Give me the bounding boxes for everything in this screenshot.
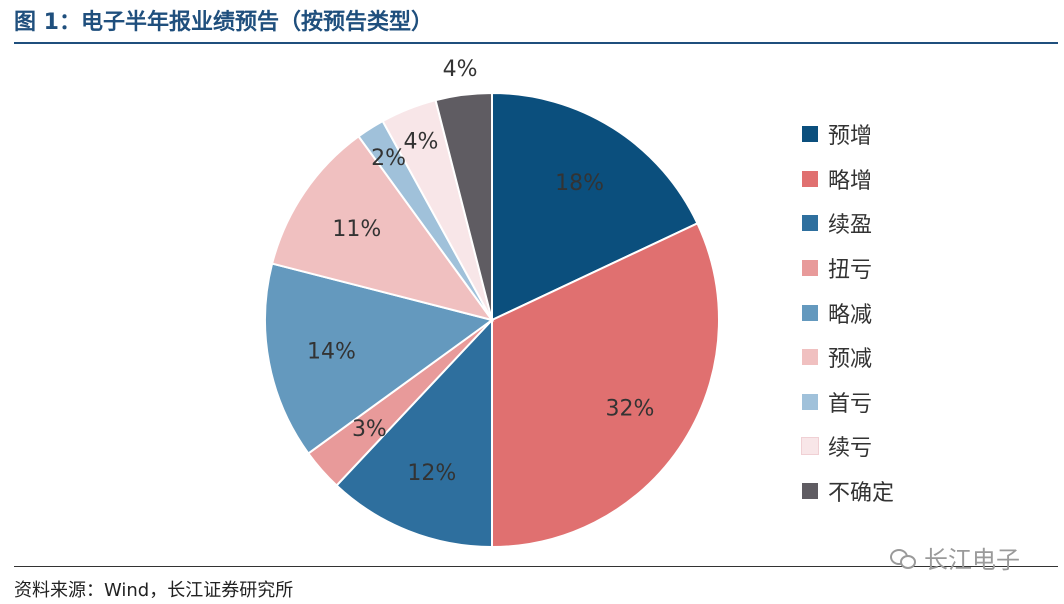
legend-label-0: 预增 xyxy=(828,124,873,150)
pie-label-2: 12% xyxy=(407,461,456,486)
legend-swatch-2 xyxy=(802,215,818,232)
legend-swatch-8 xyxy=(802,483,818,500)
legend: 预增略增续盈扭亏略减预减首亏续亏不确定 xyxy=(801,112,894,514)
legend-label-1: 略增 xyxy=(828,168,873,194)
pie-slice-5 xyxy=(270,134,495,322)
legend-swatch-0 xyxy=(802,126,818,143)
page-title: 图 1：电子半年报业绩预告（按预告类型） xyxy=(14,10,433,35)
pie-label-7: 4% xyxy=(404,130,439,155)
legend-item-7: 续亏 xyxy=(801,424,894,469)
pie-label-6: 2% xyxy=(371,146,406,171)
bottom-rule xyxy=(14,566,1058,567)
watermark-text: 长江电子 xyxy=(924,546,1020,574)
legend-item-5: 预减 xyxy=(802,335,894,380)
legend-swatch-3 xyxy=(802,260,818,277)
legend-label-6: 首亏 xyxy=(828,391,873,417)
pie-label-8: 4% xyxy=(443,57,478,82)
legend-item-1: 略增 xyxy=(802,157,894,202)
legend-swatch-6 xyxy=(802,393,818,410)
source-note: 资料来源：Wind，长江证券研究所 xyxy=(14,580,294,601)
pie-label-4: 14% xyxy=(307,340,356,365)
pie-slice-1 xyxy=(491,222,720,549)
pie-label-5: 11% xyxy=(332,217,381,242)
legend-swatch-7 xyxy=(801,437,819,456)
legend-label-5: 预减 xyxy=(828,347,873,373)
legend-label-4: 略减 xyxy=(828,302,873,328)
pie-label-3: 3% xyxy=(352,417,387,442)
pie-slice-4 xyxy=(264,262,495,455)
watermark: 长江电子 xyxy=(890,540,1020,575)
legend-item-3: 扭亏 xyxy=(802,246,894,291)
pie-slice-2 xyxy=(335,317,493,549)
pie-label-0: 18% xyxy=(555,171,604,196)
pie-slice-0 xyxy=(491,91,699,322)
legend-item-8: 不确定 xyxy=(802,469,894,514)
legend-item-2: 续盈 xyxy=(802,201,894,246)
legend-swatch-5 xyxy=(802,349,818,366)
legend-swatch-4 xyxy=(802,304,818,321)
wechat-icon xyxy=(890,547,918,569)
legend-swatch-1 xyxy=(802,170,818,187)
legend-item-6: 首亏 xyxy=(802,380,894,425)
pie-label-1: 32% xyxy=(606,397,655,422)
legend-label-2: 续盈 xyxy=(828,213,873,239)
legend-label-8: 不确定 xyxy=(828,481,895,507)
legend-item-4: 略减 xyxy=(802,290,894,335)
legend-item-0: 预增 xyxy=(802,112,894,157)
pie-slice-8 xyxy=(434,91,493,321)
legend-label-7: 续亏 xyxy=(828,436,873,462)
top-rule xyxy=(14,42,1058,44)
legend-label-3: 扭亏 xyxy=(828,258,873,284)
